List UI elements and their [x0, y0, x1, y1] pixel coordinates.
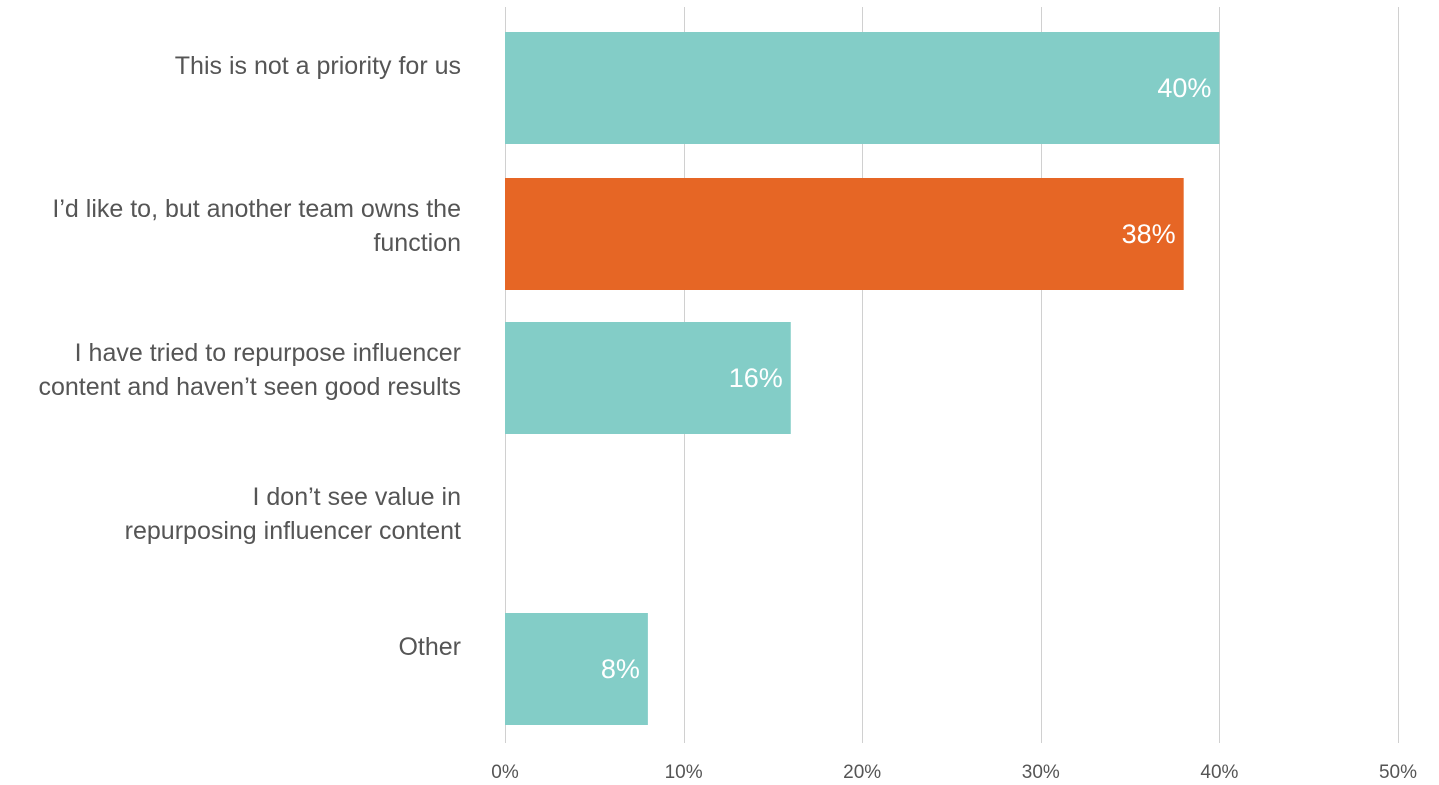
data-label: 40% — [1157, 73, 1212, 103]
category-label-line: I have tried to repurpose influencer — [74, 339, 461, 367]
category-label: This is not a priority for us — [0, 49, 461, 83]
x-tick-label: 50% — [1378, 762, 1418, 783]
x-tick-label: 30% — [1021, 762, 1060, 783]
data-label: 16% — [728, 363, 783, 393]
category-label-line: repurposing influencer content — [124, 517, 461, 545]
x-tick-label: 0% — [491, 762, 519, 783]
category-label: I’d like to, but another team owns the fu… — [0, 192, 461, 260]
bar-5 — [505, 613, 648, 725]
x-tick-label: 20% — [843, 762, 882, 783]
data-label: 38% — [1121, 219, 1176, 249]
data-label: 8% — [600, 654, 640, 684]
bar-1 — [505, 32, 1220, 144]
x-tick-label: 10% — [664, 762, 703, 783]
category-label-line: content and haven’t seen good results — [38, 373, 461, 401]
category-label: Other — [0, 630, 461, 664]
category-label-line: I’d like to, but another team owns the — [52, 195, 461, 223]
category-label-line: Other — [398, 633, 461, 661]
category-label: I don’t see value in repurposing influenc… — [0, 480, 461, 548]
category-label-line: I don’t see value in — [252, 483, 461, 511]
x-tick-label: 40% — [1200, 762, 1239, 783]
category-label-line: This is not a priority for us — [174, 52, 461, 80]
category-label-line: function — [373, 229, 461, 257]
bar-2 — [505, 178, 1184, 290]
bar-3 — [505, 322, 791, 434]
category-label: I have tried to repurpose influencer cont… — [0, 336, 461, 404]
